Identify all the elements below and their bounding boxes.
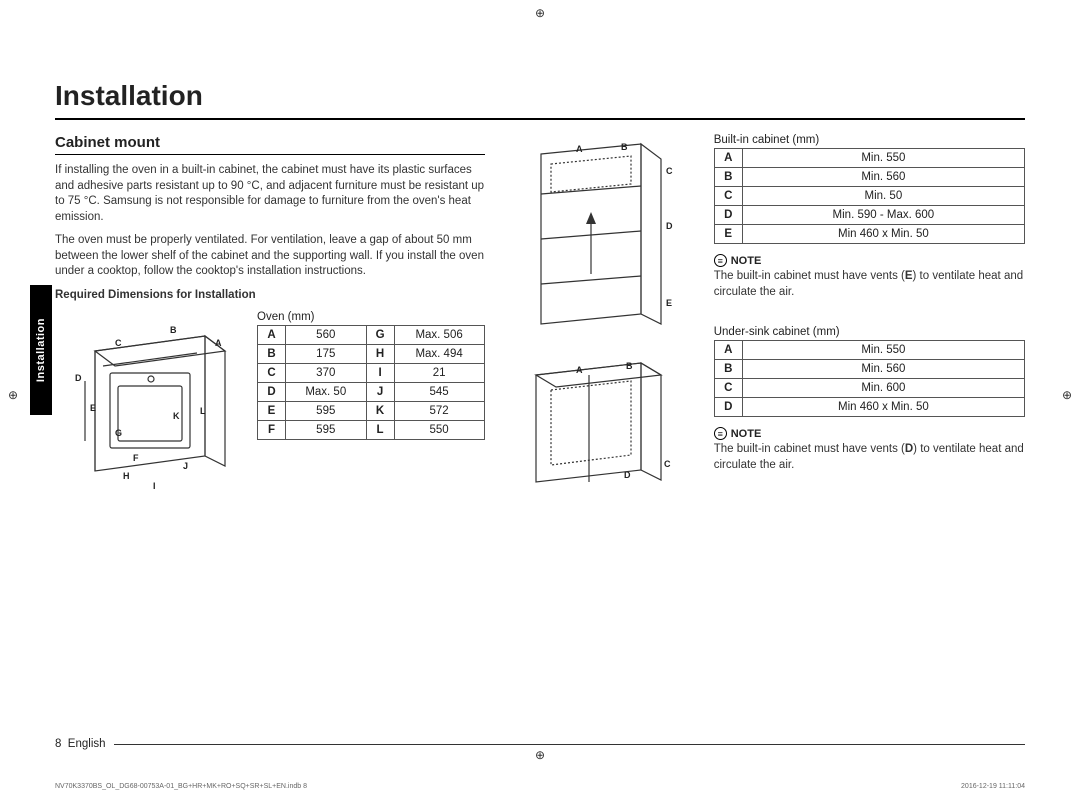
note-heading: ≡ NOTE [714, 427, 1025, 440]
note-icon: ≡ [714, 254, 727, 267]
body-text: The oven must be properly ventilated. Fo… [55, 233, 485, 280]
table-row: CMin. 600 [714, 379, 1024, 398]
table-row: AMin. 550 [714, 341, 1024, 360]
oven-dimensions-table: A560GMax. 506B175HMax. 494C370I21DMax. 5… [257, 325, 485, 440]
svg-text:J: J [183, 461, 188, 471]
table-row: BMin. 560 [714, 360, 1024, 379]
svg-text:K: K [173, 411, 180, 421]
page-title: Installation [55, 80, 1025, 112]
svg-text:E: E [666, 298, 672, 308]
oven-diagram: B C A D E F G H I J K L [55, 311, 245, 501]
svg-text:I: I [153, 481, 156, 491]
svg-text:B: B [626, 361, 633, 371]
note-heading: ≡ NOTE [714, 254, 1025, 267]
section-rule [55, 154, 485, 155]
table-row: B175HMax. 494 [258, 345, 485, 364]
table-row: F595L550 [258, 421, 485, 440]
page-content: Installation Cabinet mount If installing… [55, 80, 1025, 810]
table-caption: Built-in cabinet (mm) [714, 134, 1025, 146]
svg-text:C: C [666, 166, 673, 176]
table-row: DMin 460 x Min. 50 [714, 398, 1024, 417]
svg-text:D: D [75, 373, 82, 383]
undersink-diagram: A B C D [521, 345, 696, 498]
svg-text:G: G [115, 428, 122, 438]
body-text: If installing the oven in a built-in cab… [55, 163, 485, 225]
svg-text:L: L [200, 406, 206, 416]
table-caption: Oven (mm) [257, 311, 485, 323]
title-rule [55, 118, 1025, 120]
crop-mark-icon: ⊕ [535, 6, 545, 20]
table-row: EMin 460 x Min. 50 [714, 225, 1024, 244]
table-row: BMin. 560 [714, 168, 1024, 187]
undersink-dimensions-table: AMin. 550BMin. 560CMin. 600DMin 460 x Mi… [714, 340, 1025, 417]
builtin-dimensions-table: AMin. 550BMin. 560CMin. 50DMin. 590 - Ma… [714, 148, 1025, 244]
svg-text:D: D [624, 470, 631, 480]
section-tab: Installation [30, 285, 52, 415]
table-row: CMin. 50 [714, 187, 1024, 206]
section-heading: Cabinet mount [55, 134, 485, 151]
note-text: The built-in cabinet must have vents (E)… [714, 269, 1025, 300]
table-row: DMin. 590 - Max. 600 [714, 206, 1024, 225]
crop-mark-icon: ⊕ [1062, 388, 1072, 402]
page-number: 8 [55, 738, 61, 750]
print-metadata: NV70K3370BS_OL_DG68-00753A-01_BG+HR+MK+R… [55, 783, 1025, 790]
page-language: English [68, 738, 106, 750]
builtin-diagram: A B C D E [521, 134, 696, 337]
svg-text:D: D [666, 221, 673, 231]
svg-text:C: C [115, 338, 122, 348]
svg-text:H: H [123, 471, 130, 481]
table-row: E595K572 [258, 402, 485, 421]
svg-text:E: E [90, 403, 96, 413]
crop-mark-icon: ⊕ [8, 388, 18, 402]
table-caption: Under-sink cabinet (mm) [714, 326, 1025, 338]
svg-text:A: A [576, 144, 583, 154]
table-row: A560GMax. 506 [258, 326, 485, 345]
svg-text:B: B [170, 325, 177, 335]
svg-text:A: A [576, 365, 583, 375]
note-text: The built-in cabinet must have vents (D)… [714, 442, 1025, 473]
svg-text:F: F [133, 453, 139, 463]
table-row: DMax. 50J545 [258, 383, 485, 402]
note-icon: ≡ [714, 427, 727, 440]
svg-text:C: C [664, 459, 671, 469]
table-row: AMin. 550 [714, 149, 1024, 168]
table-row: C370I21 [258, 364, 485, 383]
svg-text:B: B [621, 142, 628, 152]
svg-text:A: A [215, 338, 222, 348]
page-footer: 8 English [55, 738, 1025, 750]
subsection-heading: Required Dimensions for Installation [55, 288, 485, 304]
